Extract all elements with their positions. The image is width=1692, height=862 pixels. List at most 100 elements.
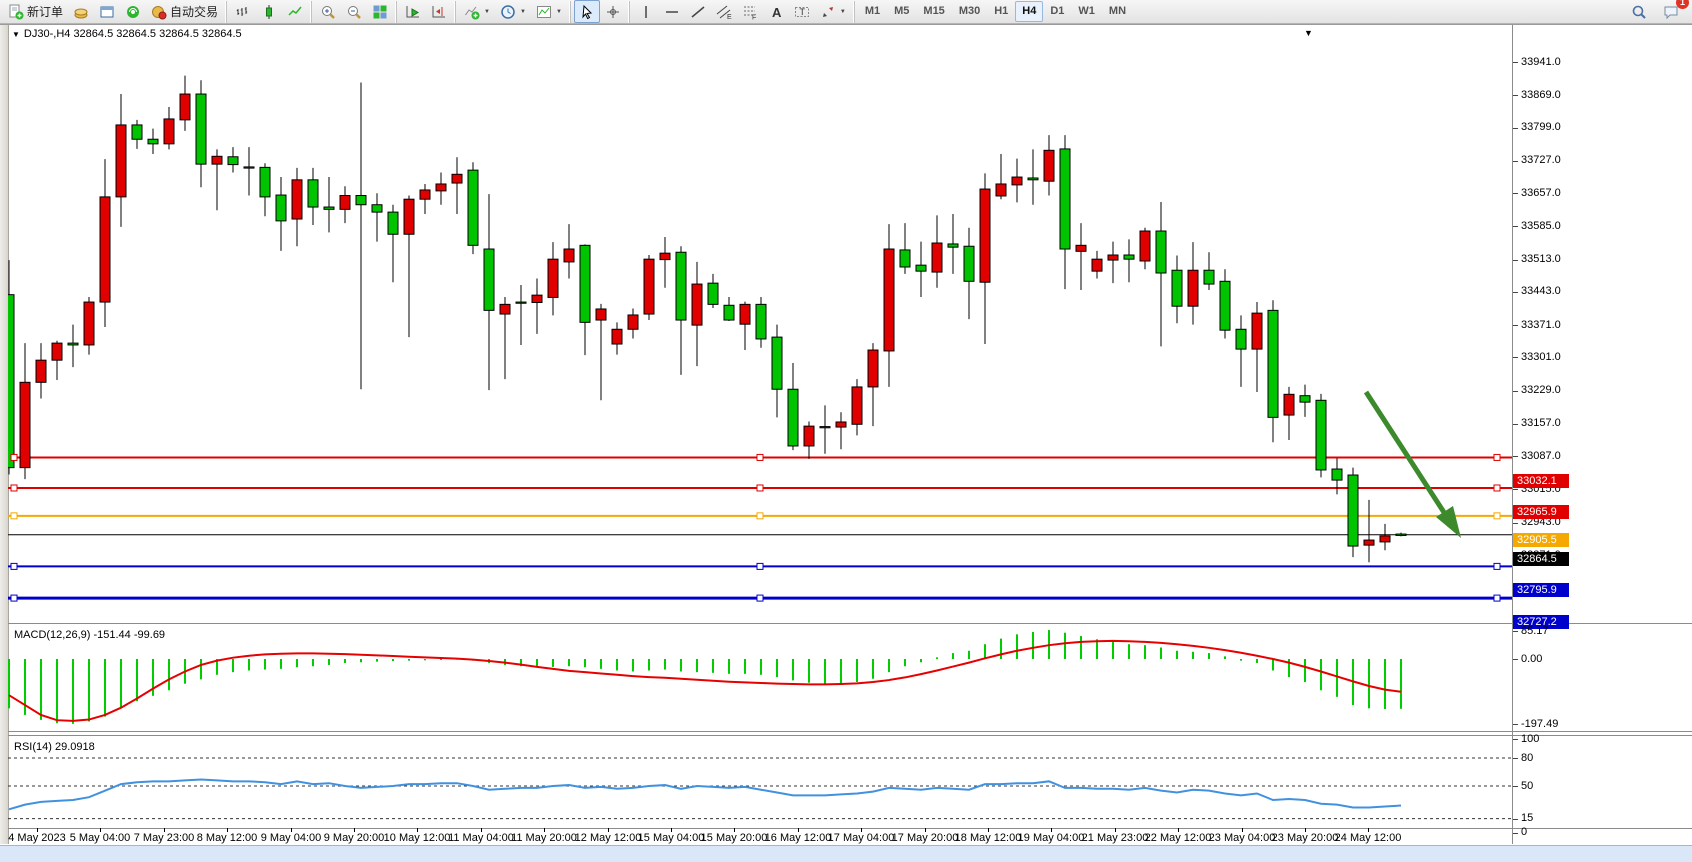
time-label: 4 May 2023 xyxy=(8,832,66,844)
timeframe-d1[interactable]: D1 xyxy=(1050,5,1065,17)
auto-trading-icon xyxy=(151,4,167,20)
line-handle[interactable] xyxy=(1493,512,1501,520)
deposit-button[interactable] xyxy=(68,0,94,23)
zoom-in-icon xyxy=(320,4,336,20)
search-icon xyxy=(1631,4,1647,20)
trend-arrow[interactable] xyxy=(1363,390,1461,538)
arrows-button[interactable]: ▼ xyxy=(815,0,851,23)
timeframe-m5[interactable]: M5 xyxy=(894,5,910,17)
button-label: 新订单 xyxy=(27,5,64,19)
timeframe-mn[interactable]: MN xyxy=(1108,5,1127,17)
timeframe-h4[interactable]: H4 xyxy=(1015,1,1044,22)
rsi-pane[interactable] xyxy=(8,737,1512,828)
timeframe-w1[interactable]: W1 xyxy=(1078,5,1095,17)
macd-pane[interactable] xyxy=(8,625,1512,731)
templates-button[interactable]: ▼ xyxy=(531,0,567,23)
chat-button[interactable]: 1 xyxy=(1658,0,1689,23)
chevron-down-icon[interactable]: ▼ xyxy=(484,8,490,15)
time-tick xyxy=(925,828,926,832)
chart-shift-button[interactable] xyxy=(426,0,452,23)
signals-button[interactable] xyxy=(120,0,146,23)
zoom-in-button[interactable] xyxy=(315,0,341,23)
macd-tick: 85.17 xyxy=(1521,624,1549,637)
button-label: 自动交易 xyxy=(170,5,219,19)
price-tick: 33371.0 xyxy=(1521,318,1561,331)
horizontal-line-button[interactable] xyxy=(659,0,685,23)
time-label: 23 May 20:00 xyxy=(1271,832,1339,844)
axis-tick xyxy=(1513,325,1518,327)
line-handle[interactable] xyxy=(756,594,764,602)
time-label: 24 May 12:00 xyxy=(1334,832,1402,844)
search-button[interactable] xyxy=(1626,0,1652,23)
line-handle[interactable] xyxy=(1493,562,1501,570)
tile-windows-button[interactable] xyxy=(367,0,393,23)
time-label: 19 May 04:00 xyxy=(1017,832,1085,844)
timeframe-m30[interactable]: M30 xyxy=(958,5,981,17)
pane-separator[interactable] xyxy=(8,623,1692,624)
candlestick-chart[interactable] xyxy=(8,25,1512,623)
line-handle[interactable] xyxy=(1493,484,1501,492)
line-handle[interactable] xyxy=(756,562,764,570)
axis-tick xyxy=(1513,631,1518,632)
time-tick xyxy=(1115,828,1116,832)
time-label: 23 May 04:00 xyxy=(1208,832,1276,844)
axis-tick xyxy=(1513,291,1518,293)
axis-tick xyxy=(1513,95,1518,97)
line-handle[interactable] xyxy=(10,562,18,570)
line-handle[interactable] xyxy=(756,453,764,461)
time-label: 10 May 12:00 xyxy=(383,832,451,844)
market-watch-button[interactable] xyxy=(94,0,120,23)
channel-button[interactable]: E xyxy=(711,0,737,23)
trendline-icon xyxy=(690,4,706,20)
coins-icon xyxy=(73,4,89,20)
text-label-button[interactable]: T xyxy=(789,0,815,23)
crosshair-icon xyxy=(605,4,621,20)
new-order-button[interactable]: 新订单 xyxy=(3,0,68,23)
line-chart-button[interactable] xyxy=(282,0,308,23)
indicators-button[interactable]: ▼ xyxy=(459,0,495,23)
status-strip xyxy=(0,845,1692,862)
text-button[interactable]: A xyxy=(763,0,789,23)
time-label: 16 May 12:00 xyxy=(764,832,832,844)
zoom-out-button[interactable] xyxy=(341,0,367,23)
macd-signal-value: -99.69 xyxy=(133,629,166,641)
pane-separator[interactable] xyxy=(8,731,1692,732)
timeframe-m1[interactable]: M1 xyxy=(864,5,881,17)
line-handle[interactable] xyxy=(1493,453,1501,461)
pane-separator[interactable] xyxy=(8,735,1692,736)
cursor-button[interactable] xyxy=(573,0,600,23)
trendline-button[interactable] xyxy=(685,0,711,23)
chevron-down-icon[interactable]: ▼ xyxy=(12,30,20,39)
clock-icon xyxy=(500,4,516,20)
chevron-down-icon[interactable]: ▼ xyxy=(555,8,562,15)
candlestick-chart-button[interactable] xyxy=(256,0,282,23)
axis-tick xyxy=(1513,818,1518,820)
time-tick xyxy=(354,828,355,832)
timeframe-h1[interactable]: H1 xyxy=(994,5,1009,17)
fibonacci-button[interactable]: F xyxy=(737,0,763,23)
time-label: 9 May 20:00 xyxy=(323,832,385,844)
periods-button[interactable]: ▼ xyxy=(495,0,531,23)
line-handle[interactable] xyxy=(756,512,764,520)
indicator-add-icon xyxy=(464,4,480,20)
vertical-line-button[interactable] xyxy=(633,0,659,23)
svg-text:A: A xyxy=(772,5,782,20)
time-tick xyxy=(291,828,292,832)
line-handle[interactable] xyxy=(10,594,18,602)
cursor-icon xyxy=(579,4,595,20)
chevron-down-icon[interactable]: ▼ xyxy=(839,8,846,15)
chevron-down-icon[interactable]: ▼ xyxy=(519,8,526,15)
line-handle[interactable] xyxy=(10,484,18,492)
channel-icon: E xyxy=(716,4,732,20)
crosshair-button[interactable] xyxy=(600,0,626,23)
line-handle[interactable] xyxy=(10,453,18,461)
line-handle[interactable] xyxy=(756,484,764,492)
auto-trading-button[interactable]: 自动交易 xyxy=(146,0,223,23)
signal-icon xyxy=(125,4,141,20)
chart-shift-marker[interactable]: ▼ xyxy=(1304,28,1313,38)
auto-scroll-button[interactable] xyxy=(400,0,426,23)
timeframe-m15[interactable]: M15 xyxy=(923,5,945,17)
line-handle[interactable] xyxy=(1493,594,1501,602)
bar-chart-button[interactable] xyxy=(230,0,256,23)
line-handle[interactable] xyxy=(10,512,18,520)
